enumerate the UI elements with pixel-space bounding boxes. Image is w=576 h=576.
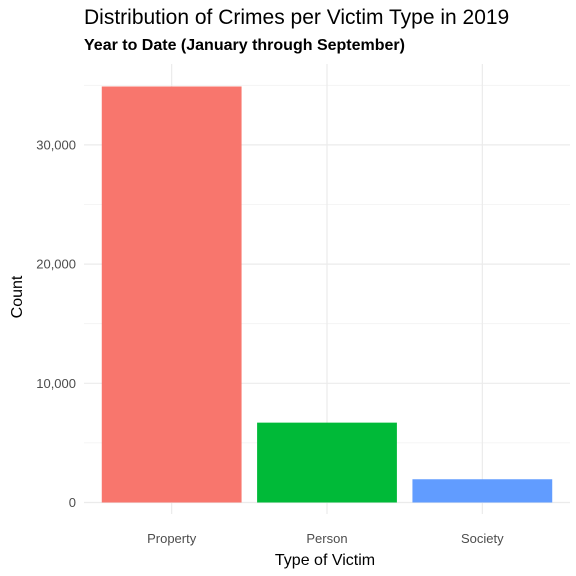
bar-property: [101, 86, 242, 503]
bars: [101, 86, 553, 503]
bar-society: [412, 479, 553, 503]
y-tick-label: 20,000: [36, 257, 76, 272]
y-tick-label: 10,000: [36, 376, 76, 391]
x-tick-label: Property: [147, 531, 197, 546]
y-tick-label: 0: [69, 495, 76, 510]
x-axis-title: Type of Victim: [275, 552, 375, 569]
y-tick-label: 30,000: [36, 137, 76, 152]
tick-labels: Property Person Society 0 10,000 20,000 30,000: [36, 137, 504, 546]
chart-subtitle: Year to Date (January through September): [84, 37, 405, 54]
y-axis-title: Count: [9, 275, 26, 318]
bar-person: [257, 422, 397, 503]
chart-title: Distribution of Crimes per Victim Type i…: [84, 6, 510, 29]
x-tick-label: Person: [306, 531, 347, 546]
x-tick-label: Society: [461, 531, 504, 546]
